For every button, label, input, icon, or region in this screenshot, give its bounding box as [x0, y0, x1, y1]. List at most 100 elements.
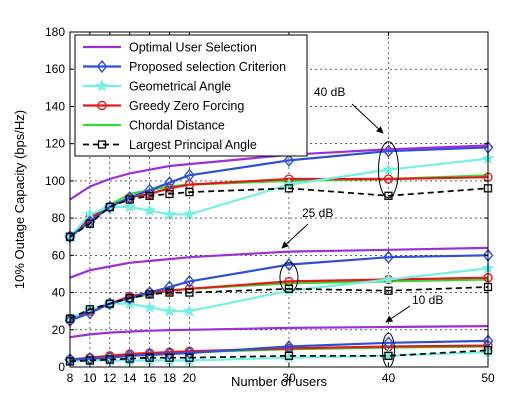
legend-swatch-marker — [96, 59, 108, 74]
y-tick-label: 140 — [45, 99, 65, 113]
legend-label: Greedy Zero Forcing — [129, 99, 244, 113]
x-tick-label: 20 — [183, 371, 197, 385]
legend-label: Largest Principal Angle — [129, 138, 257, 152]
data-point — [184, 346, 195, 360]
y-tick-label: 80 — [52, 211, 66, 225]
data-point — [165, 288, 174, 297]
annotation-arrow-10db — [385, 305, 411, 323]
series-line — [69, 286, 489, 320]
legend-swatch-marker — [97, 100, 107, 111]
data-point — [125, 293, 134, 303]
legend-label: Chordal Distance — [129, 119, 225, 133]
data-point — [182, 207, 196, 220]
data-point — [163, 207, 177, 220]
y-axis-title: 10% Outage Capacity (bps/Hz) — [12, 110, 27, 289]
data-point — [163, 304, 177, 317]
data-point — [125, 195, 134, 204]
series-line — [69, 344, 489, 361]
data-point — [383, 250, 394, 264]
data-point — [184, 168, 195, 182]
data-point — [125, 354, 134, 363]
data-point — [185, 187, 194, 197]
data-point — [123, 200, 137, 213]
legend: Optimal User Selection Proposed selection… — [74, 34, 308, 157]
data-point — [182, 304, 196, 317]
data-point — [105, 299, 114, 308]
y-tick-label: 160 — [45, 62, 65, 76]
plot-frame — [69, 31, 489, 368]
series-line — [69, 254, 489, 322]
data-point — [283, 258, 295, 272]
series-line — [69, 157, 489, 238]
data-point — [282, 283, 296, 297]
legend-label: Proposed selection Criterion — [129, 60, 286, 74]
data-point — [164, 347, 175, 361]
data-point — [384, 286, 393, 295]
data-point — [145, 290, 154, 299]
series-optimal-user-selection — [69, 144, 489, 339]
data-point — [85, 219, 95, 228]
legend-entry: Geometrical Angle — [83, 79, 231, 94]
data-point — [284, 351, 294, 360]
data-point — [165, 353, 174, 362]
data-point — [164, 183, 175, 194]
data-point — [283, 153, 295, 168]
series-line — [69, 339, 489, 361]
data-point — [124, 349, 136, 363]
data-point — [381, 349, 395, 362]
x-tick-label: 50 — [481, 371, 495, 385]
x-tick-label: 16 — [143, 371, 157, 385]
annotations: 40 dB 25 dB 10 dB — [279, 85, 443, 368]
y-tick-label: 180 — [45, 25, 65, 39]
data-point — [145, 191, 154, 200]
data-point — [185, 353, 194, 362]
data-point — [184, 274, 195, 288]
legend-box — [74, 34, 308, 157]
legend-entry: Largest Principal Angle — [83, 138, 257, 152]
data-point — [383, 336, 394, 350]
data-point — [384, 351, 393, 360]
legend-entry: Optimal User Selection — [83, 41, 257, 55]
data-point — [143, 203, 157, 217]
annotation-ellipse-25db — [279, 262, 299, 294]
annotation-label: 40 dB — [314, 85, 345, 99]
data-point — [284, 184, 294, 193]
legend-label: Optimal User Selection — [129, 41, 257, 55]
y-tick-label: 100 — [45, 174, 65, 188]
data-point — [282, 177, 296, 191]
annotation-ellipse-40db — [377, 141, 399, 199]
data-point — [381, 272, 395, 286]
legend-label: Geometrical Angle — [129, 80, 231, 94]
x-tick-label: 40 — [382, 371, 396, 385]
y-tick-label: 40 — [52, 286, 66, 300]
x-tick-label: 30 — [282, 371, 296, 385]
legend-entry: Proposed selection Criterion — [83, 59, 286, 74]
data-point — [145, 353, 154, 362]
series-line — [69, 351, 489, 363]
series-line — [69, 146, 489, 238]
x-tick-label: 10 — [83, 371, 97, 385]
data-point — [144, 348, 156, 362]
legend-swatch-marker — [95, 79, 109, 92]
x-tick-label: 18 — [163, 371, 177, 385]
data-point — [85, 305, 95, 314]
x-axis-title: Number of users — [231, 374, 328, 389]
data-point — [164, 176, 175, 190]
legend-entry: Greedy Zero Forcing — [83, 99, 244, 113]
legend-swatch-marker — [97, 140, 107, 149]
annotation-label: 25 dB — [302, 206, 333, 220]
data-point — [185, 288, 194, 297]
series-line — [69, 246, 489, 279]
annotation-arrow-40db — [351, 103, 384, 134]
y-tick-label: 120 — [45, 137, 65, 151]
data-point — [165, 189, 174, 199]
data-point — [383, 174, 394, 184]
annotation-arrow-25db — [281, 223, 309, 249]
x-tick-label: 8 — [67, 371, 74, 385]
series-line — [69, 325, 489, 339]
x-tick-label: 14 — [123, 371, 137, 385]
series-line — [69, 144, 489, 201]
y-tick-label: 60 — [52, 248, 66, 262]
x-tick-label: 12 — [103, 371, 117, 385]
